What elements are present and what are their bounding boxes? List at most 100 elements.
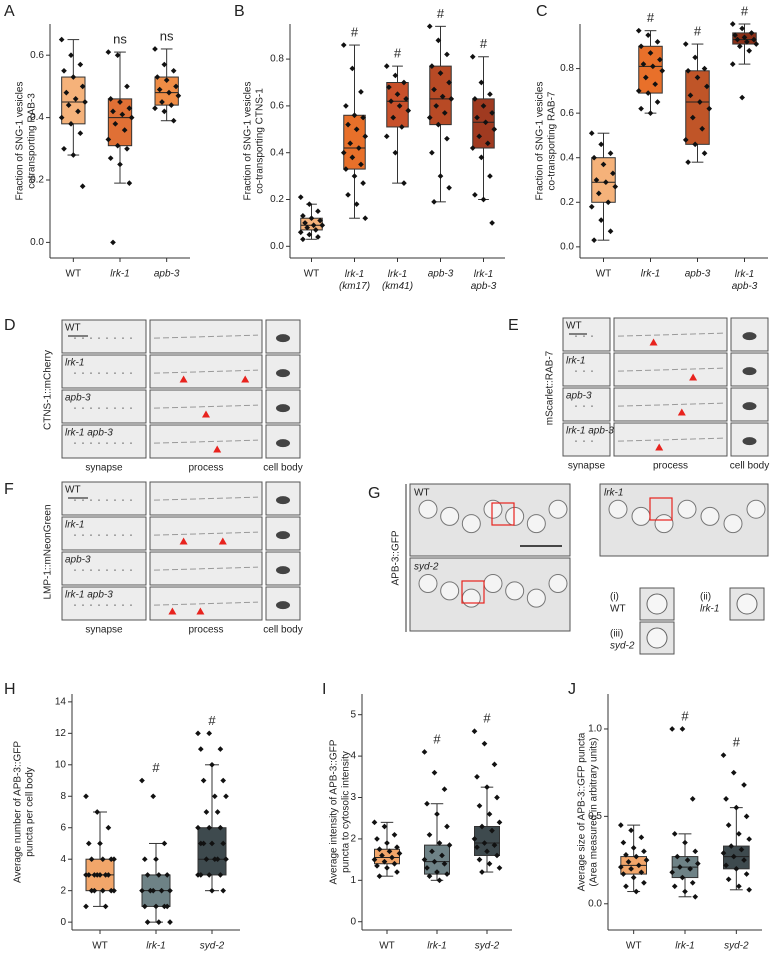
data-point: [396, 850, 403, 857]
y-tick-label: 8: [60, 791, 66, 802]
data-point: [751, 36, 757, 43]
data-point: [343, 103, 349, 109]
data-point: [725, 822, 732, 828]
arrowhead: [689, 373, 698, 381]
data-point: [738, 846, 745, 853]
data-point: [741, 857, 747, 863]
data-point: [743, 813, 750, 820]
y-axis-label: co-transporting RAB-7: [547, 91, 558, 190]
column-label: synapse: [85, 625, 123, 636]
data-point: [297, 229, 304, 236]
cell: [548, 499, 568, 519]
data-point: [211, 793, 218, 800]
data-point: [61, 145, 67, 152]
data-point: [58, 36, 65, 43]
data-point: [158, 887, 165, 894]
panel-letter: H: [4, 681, 16, 698]
data-point: [486, 860, 493, 867]
data-point: [431, 199, 437, 205]
data-point: [474, 114, 480, 121]
data-point: [647, 110, 654, 116]
data-point: [671, 883, 678, 890]
micrograph: [149, 354, 263, 389]
panel-letter: G: [368, 485, 380, 502]
cell: [483, 574, 503, 594]
x-tick-label: WT: [379, 941, 395, 952]
data-point: [684, 857, 691, 863]
data-point: [496, 819, 503, 826]
data-point: [164, 872, 171, 878]
y-tick-label: 12: [55, 728, 67, 739]
data-point: [484, 848, 490, 855]
roi-box: [649, 497, 673, 521]
data-point: [394, 869, 400, 875]
data-point: [706, 105, 713, 112]
data-point: [480, 196, 487, 203]
data-point: [635, 88, 642, 94]
data-point: [679, 726, 686, 732]
roi-box: [461, 580, 485, 604]
y-tick-label: 0.5: [588, 811, 602, 822]
data-point: [83, 903, 89, 910]
arrowhead: [655, 443, 664, 451]
data-point: [353, 201, 360, 208]
arrowhead: [202, 410, 210, 418]
data-point: [484, 140, 491, 147]
data-point: [607, 228, 614, 235]
data-point: [692, 893, 699, 900]
significance-label: #: [647, 10, 655, 25]
data-point: [68, 121, 74, 127]
neurite: [153, 334, 259, 339]
data-point: [441, 110, 448, 116]
data-point: [195, 730, 201, 737]
micrograph: [149, 319, 263, 354]
y-tick-label: 3: [350, 792, 356, 803]
y-axis-label: (Area measured in arbitrary units): [589, 738, 600, 887]
cell: [440, 506, 460, 526]
data-point: [725, 876, 732, 883]
x-tick-label: lrk-1 apb-3: [471, 269, 497, 292]
data-point: [360, 180, 366, 186]
data-point: [391, 860, 398, 867]
data-point: [645, 32, 651, 38]
data-point: [635, 27, 642, 34]
data-point: [441, 860, 448, 867]
y-tick-label: 0.2: [270, 194, 284, 205]
data-point: [484, 784, 490, 790]
data-point: [620, 871, 627, 877]
data-point: [685, 67, 691, 74]
data-point: [630, 874, 637, 881]
y-tick-label: 4: [350, 751, 356, 762]
x-tick-label: WT: [626, 941, 642, 952]
data-point: [121, 127, 128, 133]
column-label: synapse: [85, 463, 123, 474]
y-tick-label: 2: [350, 834, 356, 845]
y-tick-label: 0.2: [30, 175, 44, 186]
significance-label: #: [433, 731, 441, 746]
data-point: [144, 872, 151, 878]
roi-box: [491, 502, 515, 526]
y-tick-label: 1.0: [588, 724, 602, 735]
data-point: [474, 844, 480, 851]
data-point: [206, 872, 213, 878]
inset-index: (ii): [700, 592, 711, 603]
data-point: [65, 102, 72, 108]
y-tick-label: 2: [60, 885, 66, 896]
data-point: [444, 871, 450, 877]
data-point: [154, 74, 161, 80]
data-point: [310, 222, 317, 229]
inset-index: (i): [610, 592, 619, 603]
data-point: [610, 170, 616, 177]
data-point: [491, 126, 498, 133]
data-point: [306, 201, 313, 208]
data-point: [220, 777, 227, 784]
row-label: WT: [566, 321, 582, 332]
significance-label: #: [681, 708, 689, 723]
data-point: [161, 840, 168, 847]
neurite: [153, 496, 259, 501]
data-point: [206, 730, 213, 737]
significance-label: #: [152, 760, 160, 775]
data-point: [486, 811, 493, 817]
data-point: [63, 89, 70, 96]
